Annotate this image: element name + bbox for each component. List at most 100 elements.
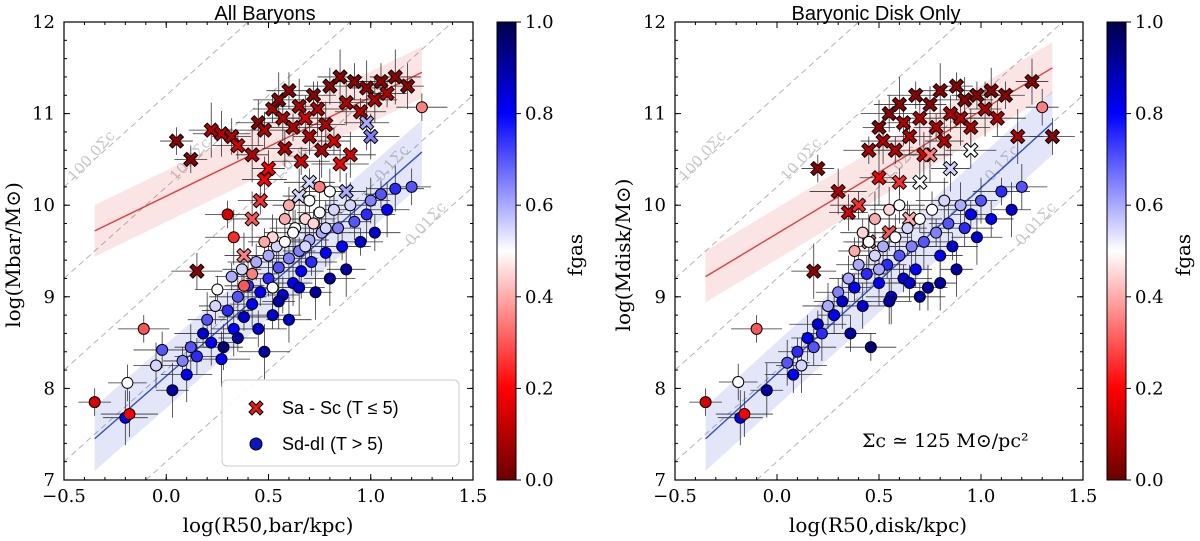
data-point-sa-sc (901, 128, 918, 145)
y-tick-label: 9 (655, 287, 666, 308)
data-point-sa-sc (183, 151, 199, 168)
legend-box (221, 379, 460, 467)
data-point-sa-sc (936, 133, 952, 149)
data-point-sd-di (309, 286, 322, 299)
data-point-sa-sc (963, 119, 979, 136)
data-point-sd-di (781, 356, 794, 369)
data-point-sd-di (121, 376, 134, 389)
legend-label-sd-di: Sd-dI (T > 5) (282, 434, 383, 454)
data-point-sd-di (327, 203, 340, 216)
colorbar: 0.0 0.2 0.4 0.6 0.8 1.0 (496, 12, 554, 491)
data-point-sd-di (348, 215, 361, 228)
colorbar-tick-label: 0.2 (525, 378, 554, 399)
data-point-sa-sc (399, 78, 416, 94)
data-point-sd-di (254, 286, 267, 299)
data-point-sa-sc (285, 119, 301, 136)
data-point-sd-di (864, 341, 877, 354)
data-point-sd-di (901, 222, 914, 235)
data-point-sd-di (293, 281, 306, 294)
data-point-sd-di (231, 290, 244, 303)
data-point-sa-sc (367, 92, 383, 108)
data-point-sd-di (942, 217, 955, 230)
data-point-sd-di (732, 375, 745, 388)
data-point-sa-sc (189, 263, 205, 279)
data-point-sd-di (852, 258, 865, 271)
data-point-sd-di (272, 295, 285, 308)
y-axis-label: log(Mdisk/M⊙) (611, 179, 635, 332)
data-point-sa-sc (997, 87, 1014, 103)
data-point-sd-di (889, 231, 902, 244)
colorbar-tick-label: 0.0 (1135, 470, 1164, 491)
colorbar-label: fgas (1171, 234, 1195, 276)
data-point-sd-di (303, 194, 316, 207)
data-point-sa-sc (895, 115, 912, 131)
data-point-sd-di (354, 235, 367, 248)
data-point-sd-di (1015, 180, 1028, 193)
data-point-sd-di (856, 299, 869, 312)
data-point-sd-di (282, 252, 295, 265)
x-tick-label: 0.0 (152, 486, 181, 507)
data-point-sa-sc (871, 119, 887, 136)
colorbar-label: fgas (563, 234, 587, 276)
data-point-sa-sc (956, 92, 973, 108)
data-point-sa-sc (293, 153, 309, 169)
data-point-sd-di (946, 240, 959, 253)
data-point-sd-di (278, 212, 291, 225)
data-point-sd-di (305, 255, 318, 268)
data-point-sa-sc (989, 110, 1006, 126)
data-point-sd-di (201, 313, 214, 326)
x-tick-label: 1.0 (967, 486, 996, 507)
x-tick-label: 0.5 (865, 486, 894, 507)
data-point-sd-di (964, 208, 977, 221)
data-point-sa-sc (252, 192, 269, 209)
data-point-sd-di (205, 336, 218, 349)
data-point-sa-sc (305, 87, 322, 103)
data-point-sa-sc (244, 211, 260, 227)
y-tick-label: 12 (643, 12, 666, 33)
x-tick-label: 1.0 (356, 486, 385, 507)
data-point-sd-di (877, 240, 890, 253)
colorbar-gradient (496, 21, 517, 481)
colorbar-tick-label: 1.0 (1135, 12, 1164, 33)
data-point-sa-sc (928, 119, 944, 136)
legend-circle-icon (249, 437, 263, 451)
data-point-sd-di (807, 341, 820, 354)
colorbar-tick-label: 0.6 (525, 195, 554, 216)
data-point-sa-sc (332, 156, 348, 172)
data-point-sd-di (415, 101, 428, 114)
data-point-sd-di (868, 249, 881, 262)
density-line (675, 22, 860, 188)
data-point-sd-di (828, 309, 841, 322)
data-point-sa-sc (887, 142, 904, 158)
sigma-annotation: Σc ≃ 125 M⊙/pc² (862, 430, 1029, 452)
data-point-sa-sc (922, 147, 938, 163)
data-point-sd-di (985, 212, 998, 225)
data-point-sd-di (909, 263, 922, 276)
data-point-sa-sc (297, 110, 314, 126)
legend-label-sa-sc: Sa - Sc (T ≤ 5) (282, 398, 399, 418)
data-point-sa-sc (168, 133, 185, 149)
panel-title: All Baryons (214, 3, 315, 25)
data-point-sd-di (323, 272, 336, 285)
data-point-sd-di (344, 199, 357, 212)
data-point-sd-di (190, 350, 203, 363)
data-point-sa-sc (291, 98, 307, 114)
density-line (64, 22, 352, 279)
data-point-sd-di (917, 235, 930, 248)
data-point-sd-di (844, 327, 857, 340)
data-point-sd-di (266, 309, 279, 322)
data-point-sa-sc (358, 80, 375, 96)
data-point-sa-sc (871, 170, 887, 186)
data-point-sd-di (295, 265, 308, 278)
data-point-sa-sc (256, 171, 273, 188)
data-point-sd-di (336, 240, 349, 253)
data-point-sd-di (1036, 101, 1049, 114)
colorbar-tick-label: 1.0 (525, 12, 554, 33)
data-point-sd-di (873, 263, 885, 276)
y-tick-label: 8 (655, 378, 666, 399)
data-point-sa-sc (271, 92, 287, 108)
data-point-sd-di (137, 322, 150, 335)
data-point-sd-di (252, 322, 265, 335)
